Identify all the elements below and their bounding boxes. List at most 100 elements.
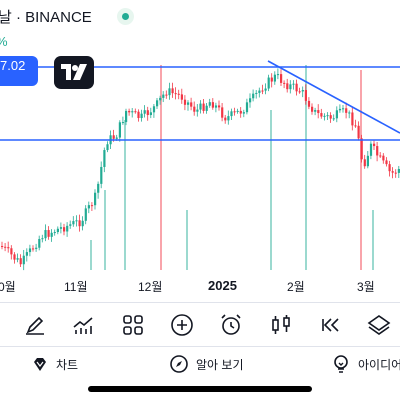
candle-body <box>103 150 106 167</box>
candle-body <box>354 125 357 127</box>
bottom-navigation: 차트 알아 보기 아이디어 <box>0 346 400 380</box>
downtrend-line <box>267 60 400 134</box>
candle-body <box>236 110 239 112</box>
axis-label-2025: 2025 <box>208 278 237 293</box>
candle-body <box>118 122 121 138</box>
candle-body <box>165 94 168 96</box>
candle-body <box>255 92 258 94</box>
last-price-value: 7.02 <box>0 58 26 73</box>
candle-body <box>332 118 335 120</box>
candle-body <box>106 144 109 151</box>
candle-body <box>283 82 286 84</box>
candle-body <box>78 220 81 227</box>
candle-body <box>177 93 180 95</box>
candle-body <box>32 248 35 250</box>
tradingview-logo-icon <box>61 64 87 80</box>
candle-body <box>208 102 211 106</box>
candle-body <box>273 74 276 82</box>
candle-body <box>112 135 115 139</box>
volume-bar <box>360 70 362 270</box>
candle-body <box>385 160 388 165</box>
last-price-label: 7.02 <box>0 56 38 86</box>
nav-chart[interactable]: 차트 <box>32 353 78 375</box>
market-open-indicator <box>117 8 134 25</box>
candle-body <box>202 103 205 111</box>
chart-nav-icon <box>34 358 46 371</box>
nav-learn[interactable]: 알아 보기 <box>170 353 244 375</box>
candle-body <box>276 74 280 76</box>
candle-body <box>41 238 44 240</box>
candle-body <box>156 100 159 107</box>
candle-body <box>280 74 283 83</box>
candle-body <box>56 228 59 233</box>
time-axis: 0월 11월 12월 2025 2월 3월 <box>0 272 400 302</box>
candle-body <box>264 88 267 91</box>
candle-body <box>50 232 53 237</box>
candle-body <box>292 83 295 85</box>
candle-body <box>338 108 342 111</box>
candle-body <box>379 155 382 157</box>
candle-body <box>146 110 149 116</box>
candle-body <box>314 110 317 112</box>
chart-header: 날 · BINANCE % <box>0 0 400 56</box>
candle-body <box>115 137 118 139</box>
candle-body <box>261 90 264 92</box>
volume-bar <box>186 210 188 270</box>
volume-bar <box>305 65 307 270</box>
candle-body <box>351 112 354 126</box>
candle-body <box>230 111 233 117</box>
candle-body <box>239 110 242 114</box>
price-chart[interactable] <box>0 56 400 300</box>
candle-body <box>152 106 156 113</box>
candle-body <box>63 227 66 232</box>
compass-icon <box>170 355 188 373</box>
home-indicator <box>88 386 312 392</box>
candle-body <box>342 108 345 110</box>
candle-body <box>121 122 125 124</box>
add-icon[interactable] <box>169 312 195 338</box>
replay-icon[interactable] <box>318 312 344 338</box>
volume-bar <box>124 120 126 270</box>
candle-body <box>10 248 13 255</box>
candles-icon[interactable] <box>268 312 294 338</box>
candle-body <box>397 168 400 173</box>
symbol-title[interactable]: 날 · BINANCE <box>0 9 92 26</box>
candle-body <box>162 94 165 98</box>
indicators-icon[interactable] <box>70 312 96 338</box>
candle-body <box>35 247 38 249</box>
candle-body <box>323 115 326 117</box>
candle-body <box>75 220 78 222</box>
candle-body <box>140 113 143 119</box>
axis-label-dec: 12월 <box>138 280 163 294</box>
candle-body <box>171 88 174 94</box>
candle-body <box>205 105 208 111</box>
volume-bar <box>160 65 162 270</box>
candle-body <box>363 159 366 167</box>
alarm-icon[interactable] <box>218 312 244 338</box>
candle-body <box>270 77 273 82</box>
candle-body <box>90 205 94 207</box>
candle-body <box>233 111 236 113</box>
draw-icon[interactable] <box>22 312 48 338</box>
candle-body <box>97 183 100 193</box>
layers-icon[interactable] <box>366 312 392 338</box>
candle-body <box>180 94 183 100</box>
candle-body <box>13 254 16 260</box>
candle-body <box>7 247 10 249</box>
candle-body <box>143 110 146 114</box>
candle-body <box>345 108 348 113</box>
nav-ideas[interactable]: 아이디어 <box>332 353 400 375</box>
candle-body <box>267 77 270 89</box>
candle-body <box>159 97 162 101</box>
candle-body <box>44 230 47 239</box>
candle-body <box>38 238 41 248</box>
candle-body <box>190 102 193 107</box>
candle-body <box>94 192 97 206</box>
candle-body <box>304 90 307 101</box>
grid-icon[interactable] <box>120 312 146 338</box>
candle-body <box>252 93 255 99</box>
candle-body <box>1 246 4 247</box>
candle-body <box>193 106 196 112</box>
candle-body <box>187 102 190 105</box>
candle-body <box>242 112 245 114</box>
